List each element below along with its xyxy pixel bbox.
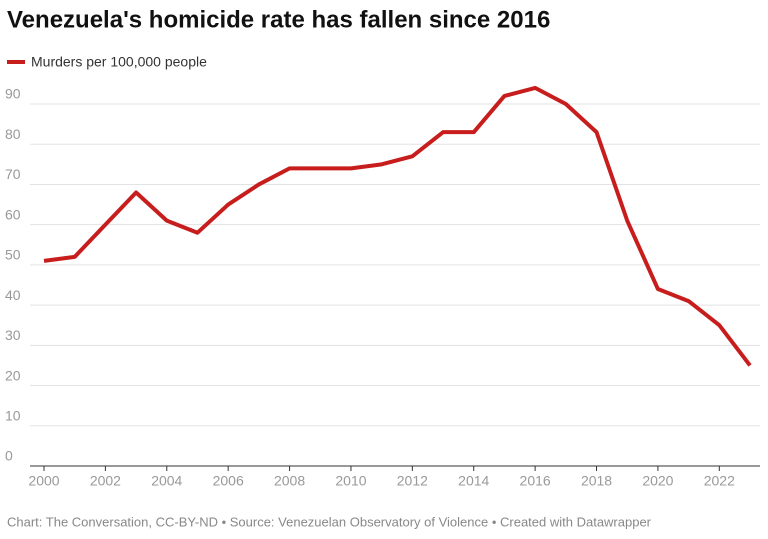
y-tick-label: 20: [5, 367, 21, 383]
x-tick-label: 2014: [458, 473, 489, 489]
y-tick-label: 50: [5, 247, 21, 263]
x-tick-label: 2016: [520, 473, 551, 489]
y-tick-label: 30: [5, 327, 21, 343]
x-tick-label: 2018: [581, 473, 612, 489]
line: [43, 85, 752, 367]
x-tick-label: 2002: [90, 473, 121, 489]
x-tick-label: 2010: [335, 473, 366, 489]
y-tick-label: 60: [5, 206, 21, 222]
y-tick-label: 70: [5, 166, 21, 182]
y-tick-label: 40: [5, 287, 21, 303]
y-tick-label: 90: [5, 86, 21, 102]
x-tick-label: 2022: [704, 473, 735, 489]
footer: Chart: The Conversation, CC-BY-ND • Sour…: [7, 514, 652, 529]
x-tick-label: 2004: [151, 473, 182, 489]
x-tick-label: 2008: [274, 473, 305, 489]
x-tick-label: 2012: [397, 473, 428, 489]
x-tick-label: 2006: [213, 473, 244, 489]
y-tick-label: 10: [5, 407, 21, 423]
x-tick-label: 2020: [642, 473, 673, 489]
y-tick-label: 0: [5, 448, 13, 464]
chart-title: Venezuela's homicide rate has fallen sin…: [7, 6, 550, 33]
legend-label: Murders per 100,000 people: [31, 54, 207, 70]
x-tick-label: 2000: [28, 473, 59, 489]
y-tick-label: 80: [5, 126, 21, 142]
